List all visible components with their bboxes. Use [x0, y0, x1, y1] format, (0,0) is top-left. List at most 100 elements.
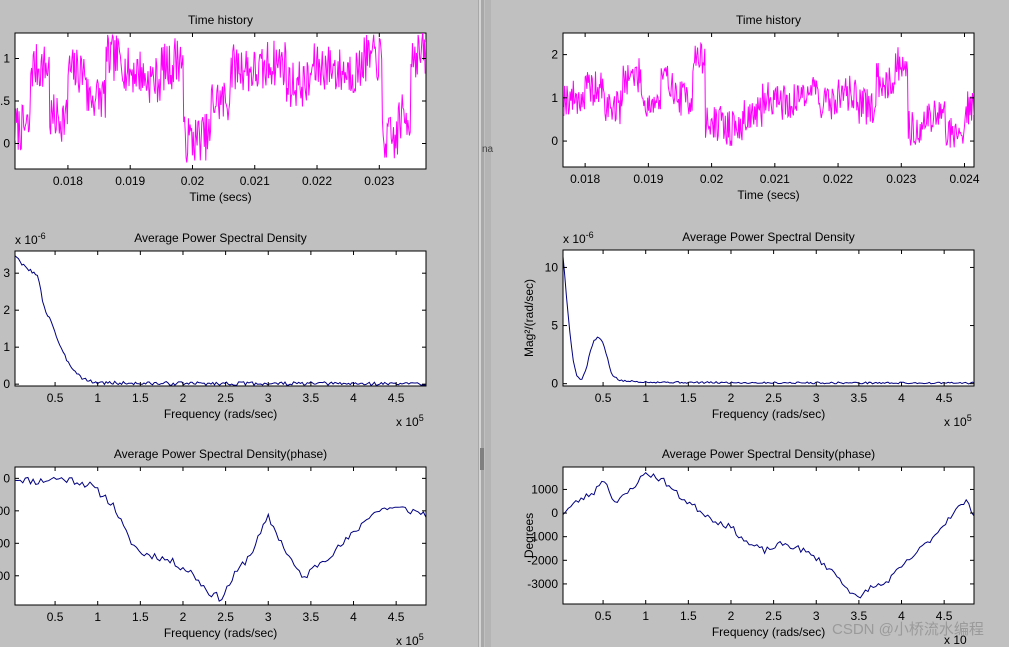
series-line: [563, 41, 974, 148]
x-tick-label: 4.5: [936, 391, 953, 405]
y-tick-label: 2: [551, 48, 558, 62]
x-tick-label: 0.023: [364, 174, 394, 188]
y-tick-label: 000: [0, 504, 10, 518]
x-tick-label: 2.5: [217, 391, 234, 405]
y-tick-label: 3: [3, 266, 10, 280]
x-tick-label: 0.02: [700, 172, 724, 186]
chart-title: Average Power Spectral Density: [134, 231, 307, 245]
chart-title: Time history: [736, 13, 801, 27]
series-line: [563, 472, 974, 599]
x-tick-label: 0.023: [886, 172, 916, 186]
x-tick-label: 0.02: [181, 174, 205, 188]
x-tick-label: 3: [265, 610, 272, 624]
axes-box[interactable]: [562, 249, 975, 387]
chart-title: Average Power Spectral Density(phase): [114, 447, 327, 461]
x-tick-label: 0.5: [47, 610, 64, 624]
partial-label: na: [482, 144, 494, 155]
series-line: [15, 255, 426, 386]
x-multiplier-label: x 105: [396, 632, 424, 647]
x-axis-label: Time (secs): [189, 190, 251, 204]
y-tick-label: 1: [3, 340, 10, 354]
chart-left-time: 0.018 0.019 0.02 0.021 0.022 0.023 0 .5 1 Time hi…: [0, 13, 427, 204]
x-tick-label: 3.5: [303, 391, 320, 405]
x-tick-label: 4: [898, 609, 905, 623]
x-tick-label: 1: [94, 610, 101, 624]
x-tick-label: 2: [728, 391, 735, 405]
y-tick-label: 0: [551, 377, 558, 391]
y-exponent-label: x 10-6: [563, 230, 594, 246]
x-tick-label: 0.5: [47, 391, 64, 405]
y-tick-label: 0: [3, 137, 10, 151]
x-tick-label: 0.018: [53, 174, 83, 188]
y-tick-label: 0: [3, 471, 10, 485]
y-tick-label: 2: [3, 303, 10, 317]
axes-box[interactable]: [14, 250, 427, 387]
x-tick-label: 2: [180, 391, 187, 405]
series-line: [15, 476, 426, 602]
x-axis-label: Frequency (rads/sec): [164, 626, 277, 640]
watermark-text: CSDN @小桥流水编程: [832, 621, 984, 638]
y-exponent-label: x 10-6: [15, 231, 46, 247]
x-tick-label: 1: [94, 391, 101, 405]
x-tick-label: 3: [265, 391, 272, 405]
x-tick-label: 1.5: [680, 609, 697, 623]
x-tick-label: 1.5: [680, 391, 697, 405]
axes-box[interactable]: [14, 466, 427, 606]
x-axis-label: Frequency (rads/sec): [712, 625, 825, 639]
x-tick-label: 4.5: [936, 609, 953, 623]
y-tick-label: -1000: [527, 530, 558, 544]
chart-right-time: 0.018 0.019 0.02 0.021 0.022 0.023 0.024 0 1 2 Tim…: [551, 13, 980, 202]
x-axis-label: Frequency (rads/sec): [164, 407, 277, 421]
x-tick-label: 4.5: [388, 610, 405, 624]
x-tick-label: 0.021: [760, 172, 790, 186]
y-tick-label: 000: [0, 569, 10, 583]
y-tick-label: 0: [551, 506, 558, 520]
x-tick-label: 2.5: [765, 391, 782, 405]
x-tick-label: 4: [350, 391, 357, 405]
series-line: [563, 256, 974, 385]
divider-scroll-thumb[interactable]: [480, 448, 484, 470]
y-tick-label: -2000: [527, 553, 558, 567]
y-tick-label: -3000: [527, 577, 558, 591]
x-tick-label: 0.018: [570, 172, 600, 186]
window-divider[interactable]: [478, 0, 484, 647]
y-axis-label: Mag²/(rad/sec): [522, 279, 536, 357]
x-tick-label: 2: [180, 610, 187, 624]
x-tick-label: 2.5: [217, 610, 234, 624]
x-tick-label: 4: [350, 610, 357, 624]
x-multiplier-label: x 10: [944, 633, 967, 647]
axes-box[interactable]: [562, 466, 975, 605]
x-tick-label: 0.5: [595, 391, 612, 405]
x-tick-label: 3: [813, 391, 820, 405]
x-tick-label: 1.5: [132, 391, 149, 405]
x-tick-label: 3.5: [303, 610, 320, 624]
y-tick-label: 0: [3, 377, 10, 391]
x-tick-label: 4: [898, 391, 905, 405]
chart-left-psd: 0.5 1 1.5 2 2.5 3 3.5 4 4.5 0 1 2 3 Average Power Spe…: [3, 231, 427, 429]
x-tick-label: 1: [642, 609, 649, 623]
y-axis-label: Degrees: [522, 513, 536, 558]
x-axis-label: Frequency (rads/sec): [712, 407, 825, 421]
y-tick-label: 5: [551, 319, 558, 333]
series-line: [15, 33, 426, 163]
x-tick-label: 3.5: [851, 609, 868, 623]
y-tick-label: 10: [545, 260, 559, 274]
y-tick-label: 1: [3, 52, 10, 66]
chart-right-psd: 0.5 1 1.5 2 2.5 3 3.5 4 4.5 0 5 10 Average Power Spe…: [522, 230, 975, 429]
x-tick-label: 2.5: [765, 609, 782, 623]
x-multiplier-label: x 105: [944, 413, 972, 429]
x-axis-label: Time (secs): [737, 188, 799, 202]
window-edge: [485, 0, 491, 647]
chart-title: Time history: [188, 13, 253, 27]
x-tick-label: 2: [728, 609, 735, 623]
chart-title: Average Power Spectral Density: [682, 230, 855, 244]
chart-left-phase: 0.511.522.533.544.50000000000Average Pow…: [0, 447, 427, 647]
x-multiplier-label: x 105: [396, 413, 424, 429]
x-tick-label: 3.5: [851, 391, 868, 405]
x-tick-label: 0.021: [240, 174, 270, 188]
y-tick-label: 1: [551, 91, 558, 105]
x-tick-label: 0.019: [633, 172, 663, 186]
x-tick-label: 3: [813, 609, 820, 623]
y-tick-label: 000: [0, 536, 10, 550]
